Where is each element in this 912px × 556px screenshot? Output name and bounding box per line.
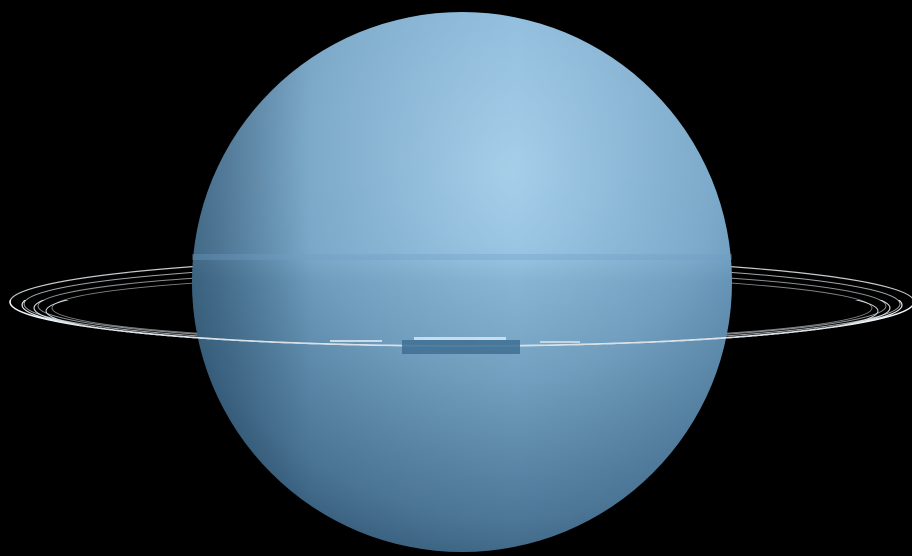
planet [192, 12, 732, 552]
ring-shadow [330, 337, 580, 354]
